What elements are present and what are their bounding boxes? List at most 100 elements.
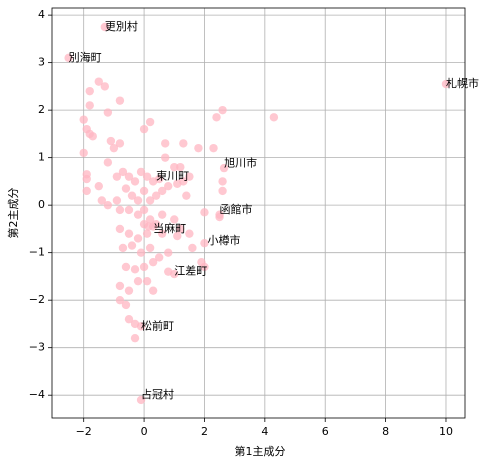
point — [127, 191, 137, 200]
point — [185, 229, 194, 238]
point — [115, 224, 125, 234]
annotation: 占冠村 — [141, 387, 174, 401]
point — [64, 53, 73, 63]
point — [173, 179, 182, 188]
point — [200, 208, 209, 217]
point — [79, 148, 88, 158]
point — [133, 196, 143, 205]
point — [218, 105, 227, 115]
point — [218, 186, 227, 196]
point — [79, 115, 88, 124]
point — [164, 248, 173, 257]
point — [115, 281, 125, 291]
point — [142, 276, 152, 286]
point — [148, 286, 158, 295]
point — [85, 101, 94, 110]
point — [215, 212, 224, 222]
annotation: 函館市 — [220, 202, 253, 216]
point — [115, 205, 125, 215]
point — [269, 113, 279, 122]
point — [94, 77, 103, 86]
annotation: 小樽市 — [207, 233, 240, 247]
point — [157, 210, 167, 219]
point — [151, 191, 161, 200]
point — [109, 143, 119, 153]
point — [154, 174, 164, 184]
point — [136, 167, 146, 177]
point — [82, 174, 91, 184]
point — [145, 117, 155, 127]
point — [148, 257, 158, 267]
y-tick-label: 2 — [38, 103, 45, 116]
point — [130, 333, 140, 343]
y-tick-label: −3 — [29, 341, 45, 354]
point — [133, 234, 143, 243]
point — [200, 238, 209, 248]
point — [157, 186, 167, 196]
point — [85, 86, 94, 96]
point — [185, 172, 194, 181]
point — [118, 243, 128, 253]
point — [161, 139, 170, 148]
point — [103, 200, 113, 210]
point — [124, 286, 134, 295]
annotation: 江差町 — [174, 264, 207, 278]
y-tick-label: 3 — [38, 56, 45, 69]
point — [161, 153, 170, 162]
point — [139, 205, 149, 215]
point — [106, 136, 116, 146]
x-tick-label: 6 — [322, 425, 329, 438]
point — [115, 295, 125, 305]
point — [142, 172, 152, 181]
point — [139, 124, 149, 134]
point — [144, 222, 153, 231]
point — [130, 177, 140, 186]
annotation: 更別村 — [105, 19, 138, 33]
annotation: 当麻町 — [153, 221, 186, 235]
point — [209, 143, 218, 153]
x-tick-label: 0 — [141, 425, 148, 438]
point — [115, 96, 125, 105]
point — [121, 300, 131, 310]
point — [124, 205, 134, 215]
point — [145, 196, 155, 205]
y-tick-label: −1 — [29, 246, 45, 259]
y-tick-label: −2 — [29, 293, 45, 306]
point — [136, 248, 146, 257]
point — [124, 172, 134, 181]
point — [139, 186, 149, 196]
y-tick-label: 0 — [38, 198, 45, 211]
point — [100, 22, 110, 32]
point — [219, 163, 229, 173]
annotation: 東川町 — [156, 170, 189, 183]
point — [121, 184, 131, 193]
point — [170, 215, 179, 224]
point — [157, 229, 167, 238]
point — [200, 262, 209, 272]
point — [97, 196, 107, 205]
y-axis-label: 第2主成分 — [6, 188, 20, 239]
point — [194, 143, 203, 153]
point — [441, 79, 451, 89]
point — [136, 322, 146, 331]
x-axis-label: 第1主成分 — [235, 444, 286, 458]
point — [118, 167, 128, 177]
point — [145, 215, 155, 224]
point — [88, 132, 97, 141]
point — [115, 139, 125, 148]
point — [94, 181, 103, 191]
y-tick-label: 1 — [38, 151, 45, 164]
x-tick-label: 2 — [201, 425, 208, 438]
point — [136, 395, 146, 405]
point — [139, 262, 149, 272]
point — [170, 162, 179, 172]
point — [100, 82, 110, 91]
annotation: 別海町 — [69, 50, 102, 64]
point — [218, 177, 227, 186]
y-tick-label: −4 — [29, 388, 45, 401]
point — [82, 186, 91, 196]
point — [112, 196, 122, 205]
annotation: 札幌市 — [446, 76, 479, 90]
point — [188, 243, 197, 253]
